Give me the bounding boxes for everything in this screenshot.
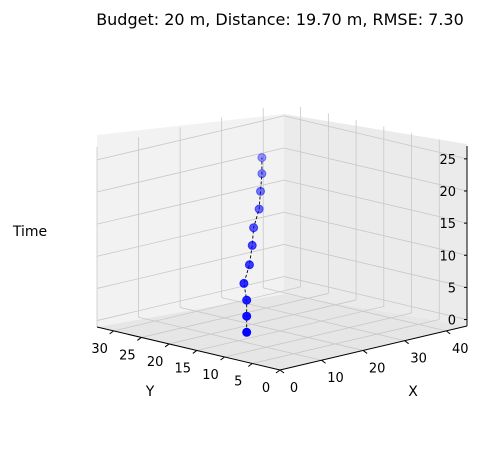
y-tick-label: 30: [91, 342, 108, 357]
x-tick-mark: [404, 340, 409, 345]
y-tick-mark: [247, 363, 253, 367]
data-point: [247, 240, 257, 250]
z-tick-label: 10: [439, 249, 456, 264]
grid-z-right: [96, 115, 285, 161]
x-tick-label: 0: [290, 381, 298, 396]
grid-z-left: [283, 147, 468, 192]
y-tick-label: 0: [262, 381, 270, 396]
y-tick-mark: [109, 330, 114, 335]
grid-z-left: [283, 115, 468, 160]
grid-y-floor: [196, 306, 384, 351]
y-tick-label: 5: [234, 374, 242, 389]
data-point: [242, 311, 252, 321]
trajectory-series: [239, 153, 267, 337]
grid-x-floor: [263, 287, 447, 332]
x-tick-label: 20: [369, 361, 386, 376]
grid-x-floor: [138, 316, 322, 361]
z-tick-label: 0: [448, 314, 456, 329]
x-tick-label: 30: [410, 352, 427, 367]
grid-z-left: [283, 211, 468, 256]
grid-z-right: [96, 244, 285, 289]
y-axis-line: [279, 325, 468, 371]
data-point: [242, 295, 252, 305]
x-tick-mark: [362, 350, 368, 354]
grid-x-floor: [221, 297, 405, 342]
y-tick-mark: [275, 369, 281, 374]
y-tick-mark: [164, 343, 170, 348]
data-point: [254, 204, 264, 214]
x-tick-mark: [321, 359, 326, 364]
y-tick-label: 20: [147, 355, 164, 370]
right-pane: [284, 114, 467, 326]
grid-y-floor: [252, 319, 440, 364]
grid-y-floor: [141, 293, 329, 338]
y-tick-label: 15: [175, 361, 192, 376]
data-point: [256, 186, 266, 196]
data-point: [257, 153, 267, 163]
y-axis-label: Y: [145, 384, 155, 400]
grid-z-right: [96, 179, 285, 225]
grid-y-floor: [113, 286, 301, 332]
y-tick-mark: [137, 337, 142, 341]
grid-z-left: [283, 276, 468, 320]
z-tick-label: 25: [439, 153, 456, 168]
tick-labels: 0 10 20 30 40 0 5 10 15 20 25 30 0 5 10 15 20 25: [91, 153, 468, 396]
data-point: [257, 169, 267, 179]
y-tick-label: 25: [119, 348, 136, 363]
grid-y-floor: [224, 312, 412, 358]
grid-z-left: [283, 179, 468, 224]
z-tick-label: 20: [439, 185, 456, 200]
data-point: [244, 260, 254, 270]
axis-lines: [96, 146, 468, 374]
grid-z-right: [96, 211, 285, 257]
x-tick-mark: [445, 330, 451, 335]
left-pane: [97, 114, 284, 327]
grid-y-floor: [168, 299, 357, 345]
y-tick-label: 10: [202, 368, 219, 383]
z-tick-label: 5: [448, 281, 456, 296]
x-axis-line: [96, 326, 281, 371]
grid-z-right: [96, 276, 285, 321]
y-tick-mark: [192, 350, 198, 354]
z-axis-label: Time: [12, 224, 47, 240]
data-point: [249, 223, 259, 233]
x-tick-label: 40: [452, 342, 469, 357]
x-tick-mark: [279, 369, 285, 374]
chart-title: Budget: 20 m, Distance: 19.70 m, RMSE: 7…: [96, 10, 464, 29]
x-axis-label: X: [408, 384, 418, 400]
data-point: [242, 327, 252, 337]
z-tick-label: 15: [439, 217, 456, 232]
x-tick-label: 10: [327, 371, 344, 386]
data-point: [239, 278, 249, 288]
y-tick-mark: [220, 356, 225, 361]
trajectory-line: [243, 157, 263, 333]
grid-x-floor: [180, 307, 364, 351]
grid-z-right: [96, 147, 285, 193]
grid-z-left: [283, 244, 468, 288]
